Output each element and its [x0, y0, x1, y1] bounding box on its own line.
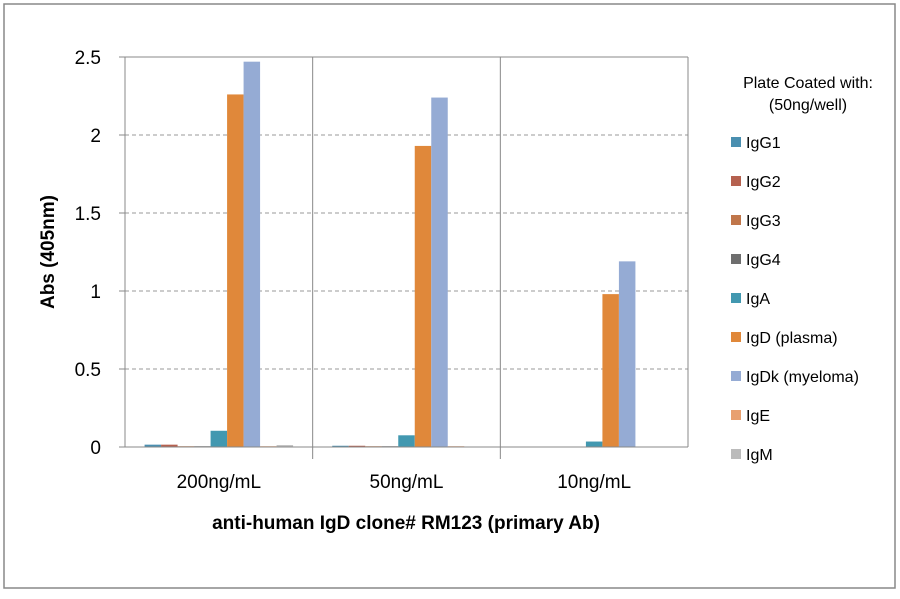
legend-swatch: [731, 293, 741, 303]
legend-label: IgM: [746, 447, 773, 464]
legend-swatch: [731, 215, 741, 225]
bar-igdk-myeloma-: [244, 62, 260, 447]
legend-swatch: [731, 332, 741, 342]
legend-subtitle: (50ng/well): [769, 97, 847, 114]
legend-swatch: [731, 410, 741, 420]
bar-iga: [586, 442, 603, 447]
bar-igd-plasma-: [415, 146, 432, 447]
y-tick-label: 1.5: [75, 204, 101, 225]
bar-igdk-myeloma-: [619, 261, 636, 447]
legend-swatch: [731, 137, 741, 147]
bar-igdk-myeloma-: [431, 98, 448, 447]
y-tick-label: 0.5: [75, 360, 101, 381]
legend-label: IgDk (myeloma): [746, 369, 859, 386]
legend-swatch: [731, 254, 741, 264]
legend-swatch: [731, 176, 741, 186]
y-axis-title: Abs (405nm): [38, 195, 59, 309]
legend-label: IgD (plasma): [746, 330, 838, 347]
legend-label: IgA: [746, 291, 770, 308]
y-tick-label: 2: [90, 126, 101, 147]
legend-label: IgE: [746, 408, 770, 425]
legend-swatch: [731, 449, 741, 459]
legend-title: Plate Coated with:: [743, 75, 873, 92]
x-tick-label: 10ng/mL: [557, 472, 631, 493]
x-axis-title: anti-human IgD clone# RM123 (primary Ab): [212, 513, 600, 534]
bar-igd-plasma-: [227, 94, 244, 447]
legend-swatch: [731, 371, 741, 381]
x-tick-label: 50ng/mL: [370, 472, 444, 493]
bar-igd-plasma-: [602, 294, 619, 447]
legend-label: IgG3: [746, 213, 781, 230]
legend-label: IgG1: [746, 135, 781, 152]
legend-label: IgG4: [746, 252, 781, 269]
y-tick-label: 0: [90, 438, 101, 459]
y-tick-label: 1: [90, 282, 101, 303]
y-tick-label: 2.5: [75, 48, 101, 69]
legend-label: IgG2: [746, 174, 781, 191]
bar-iga: [211, 431, 228, 447]
bar-iga: [398, 435, 415, 447]
x-tick-label: 200ng/mL: [177, 472, 262, 493]
